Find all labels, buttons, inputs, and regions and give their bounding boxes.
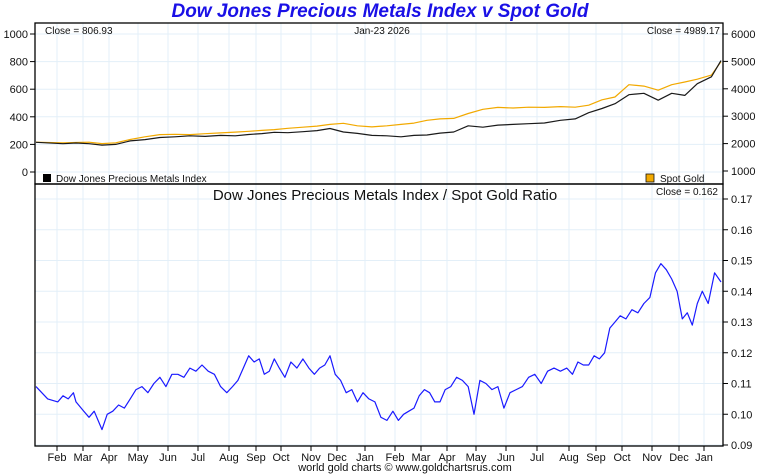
x-axis-tick-label: Sep [246, 452, 266, 464]
series-layer [35, 60, 722, 431]
x-axis-tick-label: Aug [219, 452, 239, 464]
left-close-label: Close = 806.93 [45, 26, 113, 37]
x-axis-tick-label: Jun [497, 452, 515, 464]
right-axis-tick-label: 3000 [731, 111, 755, 123]
legend-label-djpm: Dow Jones Precious Metals Index [56, 174, 207, 185]
ratio-axis-tick-label: 0.13 [731, 317, 752, 329]
left-axis-tick-label: 1000 [4, 29, 28, 41]
x-axis-tick-label: Feb [48, 452, 67, 464]
left-axis-tick-label: 800 [10, 57, 28, 69]
ratio-axis-tick-label: 0.15 [731, 256, 752, 268]
right-close-label: Close = 4989.17 [647, 26, 721, 37]
legend-swatch-djpm [43, 174, 51, 182]
axes: 0 200 400 600 800 1000 1000 2000 3000 4000 5000 600… [4, 22, 755, 464]
right-axis-tick-label: 6000 [731, 29, 755, 41]
left-axis-tick-label: 0 [22, 167, 28, 179]
ratio-panel-title: Dow Jones Precious Metals Index / Spot G… [213, 187, 557, 204]
x-axis-tick-label: Apr [100, 452, 117, 464]
footer-credit: world gold charts © www.goldchartsrus.co… [298, 462, 512, 474]
bottom-panel-frame [34, 183, 724, 447]
x-axis-tick-label: Jul [191, 452, 205, 464]
right-axis-tick-label: 1000 [731, 166, 755, 178]
right-axis-tick-label: 5000 [731, 56, 755, 68]
ratio-axis-tick-label: 0.10 [731, 409, 752, 421]
djpm-index-line [35, 60, 722, 146]
date-label: Jan-23 2026 [354, 26, 410, 37]
ratio-close-label: Close = 0.162 [656, 187, 718, 198]
x-axis-tick-label: Jan [695, 452, 713, 464]
x-axis-tick-label: Oct [613, 452, 630, 464]
x-axis-tick-label: May [466, 452, 487, 464]
x-axis-tick-label: Nov [642, 452, 662, 464]
legend-label-gold: Spot Gold [660, 174, 704, 185]
ratio-axis-tick-label: 0.09 [731, 440, 752, 452]
x-axis-tick-label: May [128, 452, 149, 464]
ratio-axis-tick-label: 0.12 [731, 348, 752, 360]
x-axis-tick-label: Jul [530, 452, 544, 464]
ratio-line [35, 263, 722, 431]
grid-lines [35, 23, 723, 446]
x-axis-tick-label: Mar [412, 452, 431, 464]
ratio-axis-tick-label: 0.17 [731, 194, 752, 206]
ratio-axis-tick-label: 0.16 [731, 225, 752, 237]
chart-title: Dow Jones Precious Metals Index v Spot G… [171, 1, 589, 22]
ratio-axis-tick-label: 0.11 [731, 379, 752, 391]
legend-swatch-gold [645, 173, 655, 183]
labels: Close = 806.93 Jan-23 2026 Close = 4989.… [43, 26, 720, 204]
left-axis-tick-label: 600 [10, 84, 28, 96]
left-axis-tick-label: 400 [10, 112, 28, 124]
x-axis-tick-label: Nov [301, 452, 321, 464]
x-axis-tick-label: Feb [386, 452, 405, 464]
left-axis-tick-label: 200 [10, 139, 28, 151]
x-axis-tick-label: Sep [586, 452, 606, 464]
spot-gold-line [35, 61, 722, 145]
x-axis-tick-label: Dec [327, 452, 347, 464]
x-axis-tick-label: Jun [159, 452, 177, 464]
x-axis-tick-label: Dec [669, 452, 689, 464]
x-axis-tick-label: Jan [356, 452, 374, 464]
right-axis-tick-label: 4000 [731, 84, 755, 96]
ratio-axis-tick-label: 0.14 [731, 286, 752, 298]
x-axis-tick-label: Aug [559, 452, 579, 464]
right-axis-tick-label: 2000 [731, 139, 755, 151]
x-axis-tick-label: Mar [74, 452, 93, 464]
x-axis-tick-label: Oct [272, 452, 289, 464]
x-axis-tick-label: Apr [438, 452, 455, 464]
